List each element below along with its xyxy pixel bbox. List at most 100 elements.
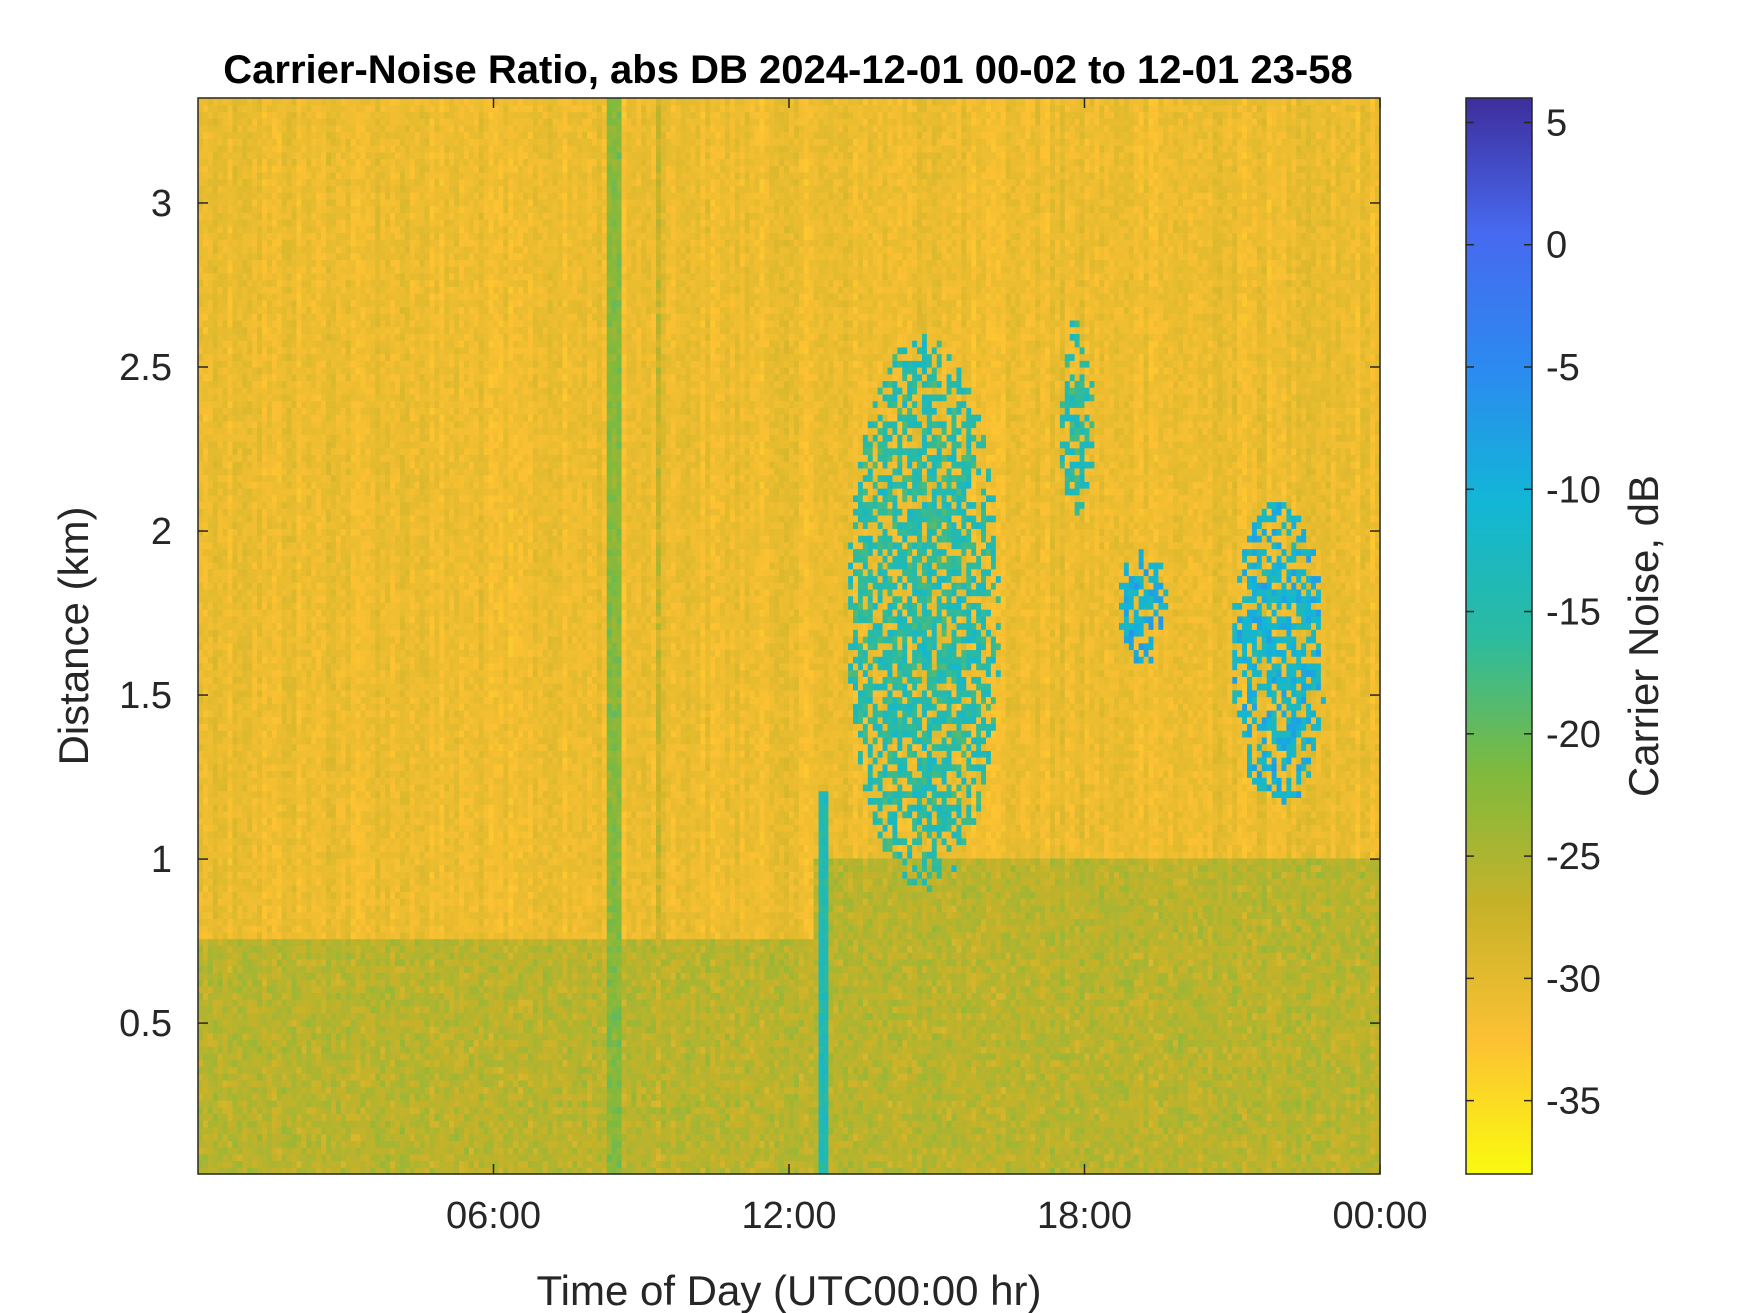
heatmap-cell [228, 347, 234, 354]
heatmap-cell [297, 925, 303, 932]
heatmap-cell [316, 528, 322, 535]
heatmap-cell [297, 105, 303, 112]
heatmap-cell [336, 300, 342, 307]
heatmap-cell [223, 340, 229, 347]
heatmap-cell [208, 273, 214, 280]
heatmap-cell [252, 461, 258, 468]
heatmap-cell [301, 428, 307, 435]
heatmap-cell [262, 233, 268, 240]
heatmap-cell [262, 643, 268, 650]
heatmap-cell [316, 159, 322, 166]
heatmap-cell [297, 697, 303, 704]
heatmap-cell [301, 871, 307, 878]
heatmap-cell [306, 1140, 312, 1147]
heatmap-cell [267, 824, 273, 831]
heatmap-cell [198, 589, 204, 596]
heatmap-cell [336, 629, 342, 636]
heatmap-cell [247, 966, 253, 973]
heatmap-cell [306, 757, 312, 764]
heatmap-cell [341, 777, 347, 784]
heatmap-cell [223, 999, 229, 1006]
heatmap-cell [282, 1060, 288, 1067]
heatmap-cell [301, 649, 307, 656]
heatmap-cell [316, 320, 322, 327]
heatmap-cell [237, 623, 243, 630]
heatmap-cell [213, 132, 219, 139]
heatmap-cell [208, 757, 214, 764]
heatmap-cell [228, 710, 234, 717]
heatmap-cell [247, 286, 253, 293]
heatmap-cell [277, 132, 283, 139]
heatmap-cell [292, 401, 298, 408]
heatmap-cell [341, 1134, 347, 1141]
heatmap-cell [237, 522, 243, 529]
heatmap-cell [346, 300, 352, 307]
heatmap-cell [247, 562, 253, 569]
heatmap-cell [292, 219, 298, 226]
heatmap-cell [321, 374, 327, 381]
heatmap-cell [297, 1093, 303, 1100]
heatmap-cell [218, 206, 224, 213]
heatmap-cell [331, 1006, 337, 1013]
heatmap-cell [223, 226, 229, 233]
heatmap-cell [282, 1040, 288, 1047]
heatmap-cell [232, 757, 238, 764]
heatmap-cell [282, 656, 288, 663]
heatmap-cell [292, 1127, 298, 1134]
heatmap-cell [277, 952, 283, 959]
heatmap-cell [341, 979, 347, 986]
heatmap-cell [247, 1073, 253, 1080]
heatmap-cell [306, 1113, 312, 1120]
heatmap-cell [277, 777, 283, 784]
heatmap-cell [213, 481, 219, 488]
heatmap-cell [297, 313, 303, 320]
heatmap-cell [228, 380, 234, 387]
heatmap-cell [257, 764, 263, 771]
heatmap-cell [232, 999, 238, 1006]
heatmap-cell [341, 354, 347, 361]
heatmap-cell [247, 575, 253, 582]
heatmap-cell [223, 1127, 229, 1134]
heatmap-cell [228, 1006, 234, 1013]
heatmap-cell [228, 703, 234, 710]
heatmap-cell [252, 327, 258, 334]
heatmap-cell [306, 414, 312, 421]
heatmap-cell [311, 838, 317, 845]
heatmap-cell [316, 1060, 322, 1067]
heatmap-cell [208, 179, 214, 186]
heatmap-cell [237, 1161, 243, 1168]
heatmap-cell [282, 313, 288, 320]
heatmap-cell [292, 421, 298, 428]
heatmap-cell [208, 831, 214, 838]
heatmap-cell [252, 643, 258, 650]
heatmap-cell [203, 744, 209, 751]
heatmap-cell [321, 999, 327, 1006]
heatmap-cell [316, 502, 322, 509]
heatmap-cell [232, 1100, 238, 1107]
heatmap-cell [351, 1140, 357, 1147]
heatmap-cell [326, 347, 332, 354]
heatmap-cell [321, 952, 327, 959]
heatmap-cell [257, 966, 263, 973]
heatmap-cell [247, 367, 253, 374]
heatmap-cell [282, 273, 288, 280]
heatmap-cell [262, 1060, 268, 1067]
heatmap-cell [336, 1066, 342, 1073]
heatmap-cell [311, 374, 317, 381]
heatmap-cell [213, 555, 219, 562]
heatmap-cell [218, 918, 224, 925]
heatmap-cell [287, 407, 293, 414]
heatmap-cell [277, 266, 283, 273]
heatmap-cell [242, 683, 248, 690]
heatmap-cell [282, 360, 288, 367]
heatmap-cell [301, 683, 307, 690]
heatmap-cell [282, 636, 288, 643]
heatmap-cell [272, 1080, 278, 1087]
heatmap-cell [331, 844, 337, 851]
heatmap-cell [306, 649, 312, 656]
heatmap-cell [336, 1113, 342, 1120]
heatmap-cell [242, 1113, 248, 1120]
heatmap-cell [311, 1006, 317, 1013]
heatmap-cell [213, 764, 219, 771]
heatmap-cell [198, 118, 204, 125]
